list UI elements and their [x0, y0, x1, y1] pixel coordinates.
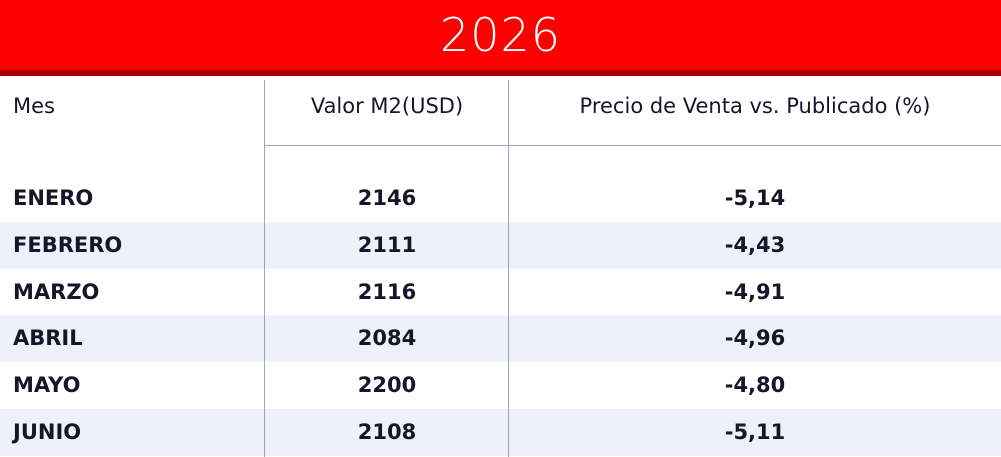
table-cell: 2200: [357, 373, 417, 398]
table-cell: MAYO: [13, 373, 81, 398]
table-cell: 2116: [357, 279, 417, 304]
column-header: Mes: [13, 94, 55, 118]
table-cell: 2111: [357, 232, 417, 257]
table-cell: JUNIO: [13, 420, 82, 444]
column-header: Precio de Venta vs. Publicado (%): [579, 94, 931, 118]
table-cell: ABRIL: [13, 326, 83, 351]
table-cell: -4,91: [724, 279, 786, 304]
table-row: ABRIL 2084 -4,96: [0, 315, 1001, 363]
table-cell: -4,43: [724, 232, 786, 257]
table-cell: -5,11: [724, 420, 786, 444]
table-row: MAYO 2200 -4,80: [0, 362, 1001, 409]
table-cell: -4,80: [724, 373, 786, 398]
table-row: JUNIO 2108 -5,11: [0, 409, 1001, 456]
title: 2026: [439, 8, 562, 62]
table-row: FEBRERO 2111 -4,43: [0, 221, 1001, 269]
table-cell: FEBRERO: [13, 232, 123, 257]
table-cell: -4,96: [724, 326, 786, 351]
table-row: ENERO 2146 -5,14: [0, 175, 1001, 222]
table-row: MARZO 2116 -4,91: [0, 269, 1001, 316]
banner: 2026: [0, 0, 1001, 76]
table-cell: -5,14: [724, 186, 786, 210]
column-divider: [264, 80, 265, 457]
table-cell: ENERO: [13, 186, 94, 210]
table-cell: 2108: [357, 420, 417, 444]
column-divider: [508, 80, 509, 457]
table-cell: MARZO: [13, 279, 100, 304]
header-divider: [265, 145, 1001, 146]
table-cell: 2084: [357, 326, 417, 351]
column-header: Valor M2(USD): [310, 94, 464, 118]
table-cell: 2146: [357, 186, 417, 210]
